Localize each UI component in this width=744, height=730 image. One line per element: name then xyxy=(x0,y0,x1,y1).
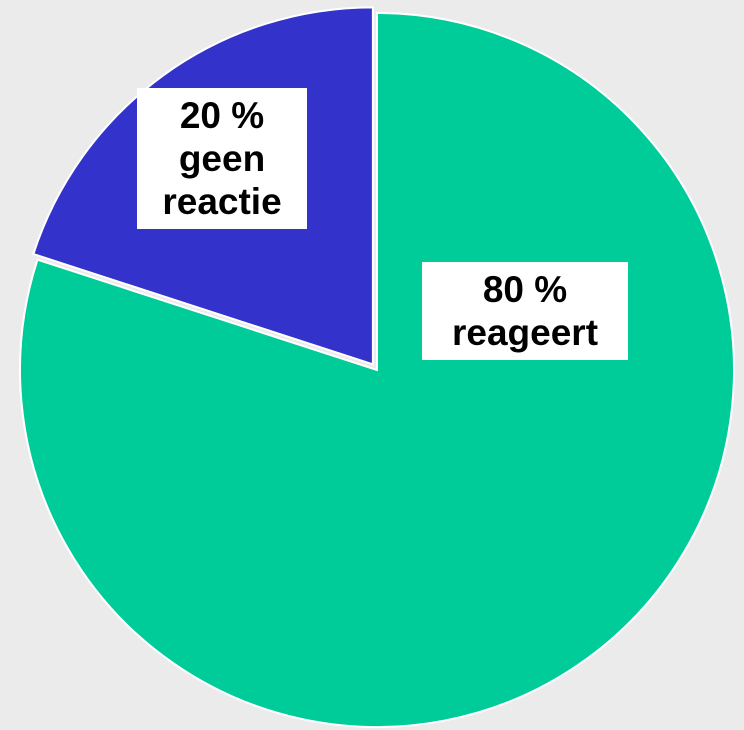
pie-slice xyxy=(19,11,735,728)
value-label: 20 % xyxy=(179,95,265,136)
value-label: 80 % xyxy=(482,269,568,310)
slice-label: 20 % geen reactie xyxy=(137,88,307,229)
category-label: geen reactie xyxy=(162,138,282,222)
category-label: reageert xyxy=(451,312,599,353)
slice-label: 80 % reageert xyxy=(422,262,628,360)
